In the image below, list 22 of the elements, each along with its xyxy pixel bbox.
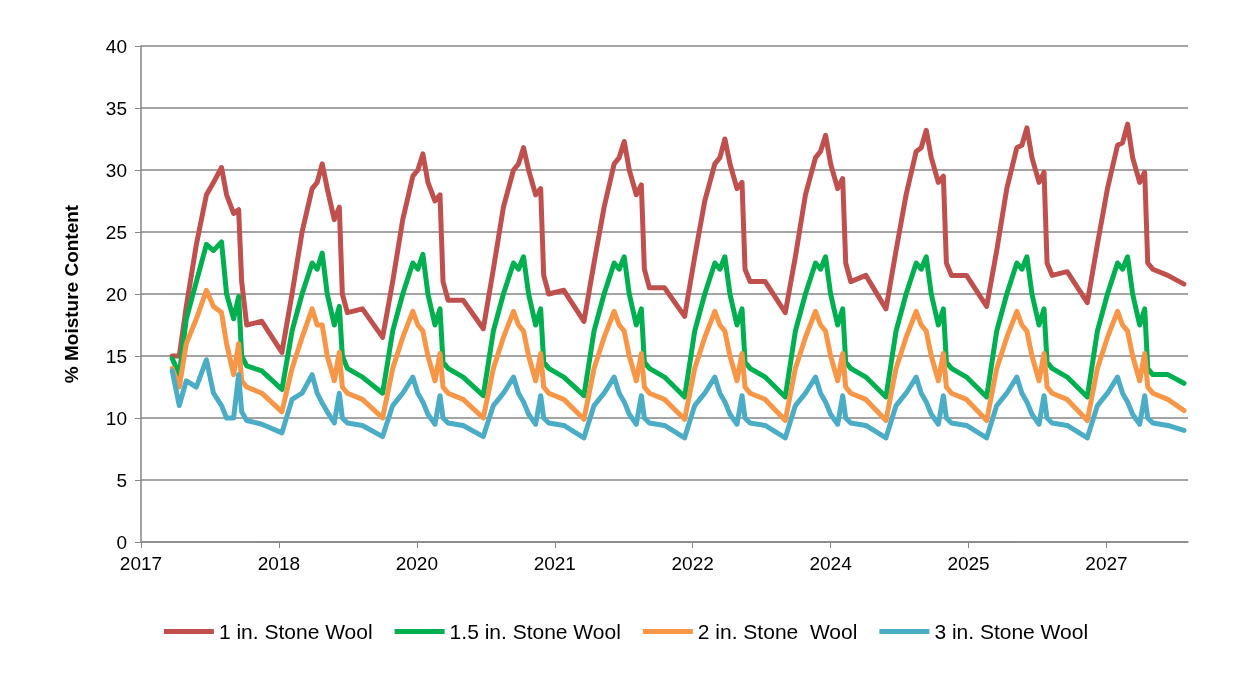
x-tick-label: 2025 [947,553,990,574]
x-tick-label: 2018 [257,553,301,574]
legend-label: 3 in. Stone Wool [934,620,1089,643]
y-tick-label: 10 [105,407,127,429]
y-tick-label: 5 [116,469,127,491]
y-tick-label: 40 [105,35,127,57]
legend-label: 1.5 in. Stone Wool [449,620,621,643]
x-tick-label: 2027 [1085,553,1128,574]
y-axis-title: % Moisture Content [61,204,82,384]
y-tick-label: 15 [105,345,127,367]
y-tick-label: 25 [105,221,127,243]
x-tick-label: 2024 [809,553,853,574]
y-tick-label: 35 [105,97,127,119]
x-tick-label: 2021 [533,553,576,574]
x-tick-label: 2020 [395,553,438,574]
x-tick-label: 2017 [119,553,163,574]
x-tick-label: 2022 [671,553,714,574]
legend-label: 2 in. Stone Wool [697,620,858,643]
y-tick-label: 0 [116,531,127,553]
y-tick-label: 30 [105,159,127,181]
legend-label: 1 in. Stone Wool [218,620,373,643]
y-tick-label: 20 [105,283,127,305]
